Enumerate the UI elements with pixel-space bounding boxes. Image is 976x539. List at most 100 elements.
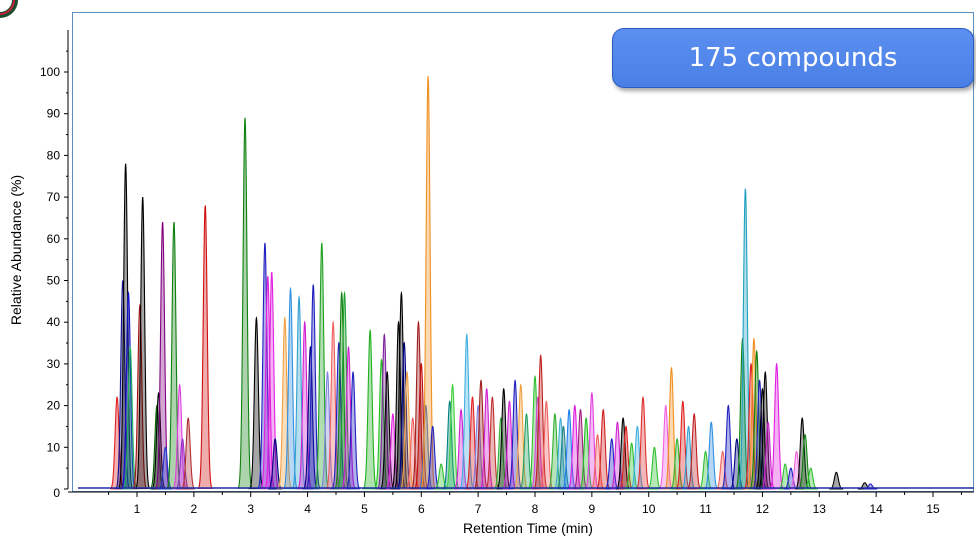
chromatogram-peak xyxy=(109,396,125,490)
chromatogram-peak xyxy=(259,276,277,490)
chromatogram-peak xyxy=(547,412,563,490)
chromatogram-peak xyxy=(457,332,476,490)
chromatogram-peak xyxy=(379,370,395,490)
chromatogram-peak xyxy=(729,438,744,490)
chromatogram-peak xyxy=(339,345,358,490)
chromatogram-peak xyxy=(485,396,500,490)
chromatogram-peak xyxy=(635,396,651,490)
chromatogram-peak xyxy=(596,408,611,490)
chromatogram-peak xyxy=(304,284,322,490)
chromatogram-peak xyxy=(237,117,253,489)
chromatogram-peak xyxy=(758,370,773,490)
chromatogram-peak xyxy=(715,450,730,490)
chromatogram-peak xyxy=(789,450,804,490)
x-tick-label: 4 xyxy=(304,502,311,516)
chromatogram-peak xyxy=(247,316,266,490)
chromatogram-peak xyxy=(752,379,767,490)
chromatogram-peak xyxy=(154,222,171,489)
chromatogram-peak xyxy=(797,433,813,490)
x-tick-label: 11 xyxy=(699,502,712,516)
chromatogram-peak xyxy=(479,387,494,490)
x-tick-label: 15 xyxy=(926,502,940,516)
chromatogram-peak xyxy=(313,242,331,490)
chromatogram-peak xyxy=(553,417,568,490)
chromatogram-peak xyxy=(698,450,713,490)
chromatogram-peak xyxy=(513,383,528,490)
chromatogram-peak xyxy=(409,320,428,490)
chromatogram-peak xyxy=(658,404,673,490)
chromatogram-peak xyxy=(618,425,634,490)
x-tick-label: 12 xyxy=(756,502,770,516)
chromatogram-peak xyxy=(527,375,543,490)
chromatogram-peak xyxy=(465,396,480,490)
chromatogram-peak xyxy=(392,290,410,490)
chromatogram-peak xyxy=(675,400,690,490)
chromatogram-peak xyxy=(647,446,662,490)
chromatogram-peak xyxy=(662,366,681,490)
chromatogram-peak xyxy=(624,442,639,490)
chromatogram-peak xyxy=(584,391,600,490)
chromatogram-peak xyxy=(268,438,283,490)
chromatogram-peak xyxy=(324,320,342,490)
chromatogram-peak xyxy=(117,163,134,489)
chromatogram-peak xyxy=(681,425,696,490)
chromatogram-peak xyxy=(256,242,274,490)
chromatogram-peak xyxy=(361,328,379,490)
chromatogram-peak xyxy=(405,417,420,490)
chromatogram-peak xyxy=(829,471,844,490)
x-tick-label: 2 xyxy=(191,502,198,516)
chromatogram-peak xyxy=(385,412,400,490)
chromatogram-peak xyxy=(453,408,469,490)
y-axis-title: Relative Abundance (%) xyxy=(8,175,24,325)
x-tick-label: 5 xyxy=(361,502,368,516)
chromatogram-peak xyxy=(573,408,588,490)
logo-fragment xyxy=(0,0,24,29)
chromatogram-peak xyxy=(767,362,786,490)
chromatogram-peak xyxy=(181,417,196,490)
chromatogram-peak xyxy=(604,438,619,490)
chromatogram-peak xyxy=(175,438,190,490)
chromatogram-peak xyxy=(721,404,736,490)
y-tick-label: 40 xyxy=(47,315,61,329)
peaks-layer xyxy=(78,76,974,490)
chromatogram-peak xyxy=(197,205,214,489)
y-tick-label: 90 xyxy=(47,107,61,121)
chromatogram-peak xyxy=(172,383,187,490)
x-tick-label: 14 xyxy=(869,502,883,516)
chromatogram-peak xyxy=(165,222,183,489)
x-tick-label: 13 xyxy=(813,502,827,516)
chromatogram-peak xyxy=(399,370,415,490)
chromatogram-peak xyxy=(556,425,571,490)
chromatogram-peak xyxy=(158,446,173,490)
chromatogram-peak xyxy=(134,197,151,489)
chromatogram-peak xyxy=(445,383,460,490)
y-tick-label: 10 xyxy=(47,440,61,454)
chromatogram-peak xyxy=(704,421,719,490)
chromatogram-peak xyxy=(473,379,489,490)
chromatogram-peak xyxy=(610,421,625,490)
x-tick-label: 9 xyxy=(589,502,596,516)
x-tick-label: 10 xyxy=(642,502,656,516)
chromatogram-peak xyxy=(687,412,702,490)
chromatogram-peak xyxy=(507,379,523,490)
chromatogram-peak xyxy=(670,438,685,490)
y-tick-label: 70 xyxy=(47,190,61,204)
chromatogram-peak xyxy=(420,76,436,489)
chromatogram-peak xyxy=(282,286,300,490)
x-tick-label: 1 xyxy=(134,502,141,516)
x-tick-label: 3 xyxy=(247,502,254,516)
chromatogram-peak xyxy=(745,337,763,490)
y-tick-label: 20 xyxy=(47,399,61,413)
y-tick-label: 100 xyxy=(40,65,60,79)
chromatogram-peak xyxy=(630,425,645,490)
chromatogram-peak xyxy=(290,295,308,490)
chromatogram-peak xyxy=(418,404,433,490)
chromatogram-peak xyxy=(412,362,431,490)
chromatogram-peak xyxy=(531,354,550,490)
y-tick-label: 50 xyxy=(47,274,61,288)
x-tick-label: 6 xyxy=(418,502,425,516)
chromatogram-peak xyxy=(567,404,582,490)
chromatogram-peak xyxy=(263,272,281,490)
